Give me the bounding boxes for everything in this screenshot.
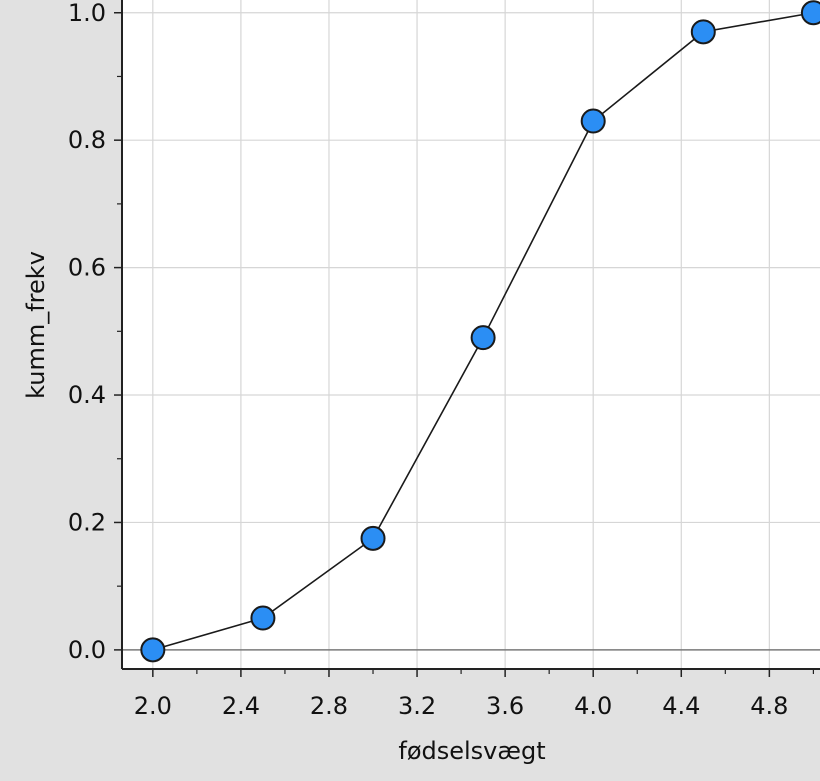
data-point [140, 637, 166, 663]
data-point [580, 108, 606, 134]
x-tick-label: 3.6 [486, 692, 524, 720]
data-point [250, 605, 276, 631]
x-tick-label: 2.4 [222, 692, 260, 720]
y-tick-label: 0.8 [68, 126, 106, 154]
x-tick-label: 4.0 [574, 692, 612, 720]
x-tick-label: 4.8 [750, 692, 788, 720]
data-point [690, 19, 716, 45]
x-tick-label: 4.4 [662, 692, 700, 720]
data-point [800, 0, 820, 26]
x-tick-label: 2.8 [310, 692, 348, 720]
data-points [140, 0, 820, 663]
data-point [470, 325, 496, 351]
y-axis-title: kumm_frekv [22, 251, 50, 399]
y-tick-label: 0.4 [68, 381, 106, 409]
x-axis-tick-labels: 2.0 2.4 2.8 3.2 3.6 4.0 4.4 4.8 [134, 692, 789, 720]
x-axis-title: fødselsvægt [398, 737, 545, 765]
x-tick-label: 3.2 [398, 692, 436, 720]
grid-horizontal [122, 12, 820, 524]
y-tick-label: 0.2 [68, 508, 106, 536]
data-point [360, 525, 386, 551]
y-tick-label: 1.0 [68, 0, 106, 27]
y-tick-label: 0.0 [68, 636, 106, 664]
x-axis-ticks [152, 669, 814, 677]
y-tick-label: 0.6 [68, 254, 106, 282]
y-axis-ticks [114, 11, 122, 651]
plot-area [122, 0, 820, 669]
y-axis-tick-labels: 0.0 0.2 0.4 0.6 0.8 1.0 [68, 0, 106, 664]
x-tick-label: 2.0 [134, 692, 172, 720]
